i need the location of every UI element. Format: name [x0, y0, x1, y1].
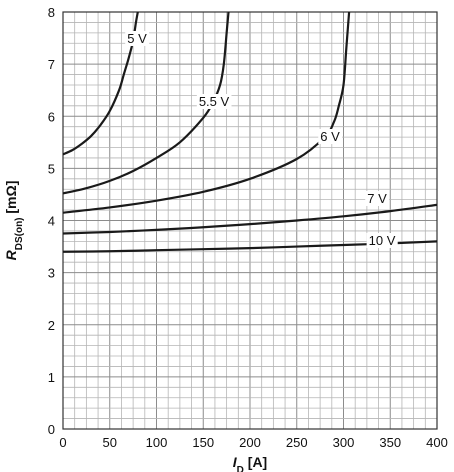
curve-label-background — [365, 191, 390, 206]
curve-label: 5 V — [127, 31, 147, 46]
curve-label: 7 V — [367, 191, 387, 206]
x-tick-label: 300 — [333, 435, 355, 450]
x-tick-label: 250 — [286, 435, 308, 450]
plot-frame — [62, 11, 438, 430]
y-tick-label: 4 — [48, 214, 55, 229]
x-axis-title-subscript: D — [237, 465, 244, 472]
y-axis-title-symbol: R — [3, 249, 19, 260]
y-axis-title-unit: [mΩ] — [3, 181, 19, 218]
y-tick-label: 8 — [48, 5, 55, 20]
x-tick-label: 0 — [59, 435, 66, 450]
curve-label: 10 V — [369, 233, 396, 248]
y-tick-label: 7 — [48, 57, 55, 72]
x-tick-label: 400 — [426, 435, 448, 450]
curve-6-vline — [63, 12, 351, 214]
x-tick-label: 50 — [103, 435, 117, 450]
curve-7-vline — [63, 203, 437, 235]
x-axis-title-unit: [A] — [244, 454, 267, 470]
curve-label-background — [366, 233, 398, 248]
x-tick-label: 150 — [192, 435, 214, 450]
x-tick-label: 200 — [239, 435, 261, 450]
curve-label-background — [125, 31, 150, 46]
y-tick-label: 1 — [48, 370, 55, 385]
y-tick-label: 3 — [48, 266, 55, 281]
y-axis-title-subscript: DS(on) — [14, 217, 25, 250]
y-tick-label: 0 — [48, 422, 55, 437]
y-tick-label: 5 — [48, 161, 55, 176]
curve-labels: 5 V 5.5 V 6 V 7 V 10 V — [125, 31, 398, 248]
curve-5-5-vline — [63, 12, 230, 195]
curve-label-background — [318, 129, 343, 144]
y-axis-title: RDS(on) [mΩ] — [3, 181, 25, 261]
grid — [62, 11, 438, 430]
y-tick-label: 6 — [48, 109, 55, 124]
x-axis-title: ID [A] — [233, 454, 267, 472]
curve-label: 6 V — [320, 129, 340, 144]
curve-label-background — [196, 94, 232, 109]
x-axis-title-symbol: I — [233, 454, 238, 470]
x-tick-label: 100 — [146, 435, 168, 450]
curve-label: 5.5 V — [199, 94, 230, 109]
x-tick-label: 350 — [379, 435, 401, 450]
y-tick-label: 2 — [48, 318, 55, 333]
